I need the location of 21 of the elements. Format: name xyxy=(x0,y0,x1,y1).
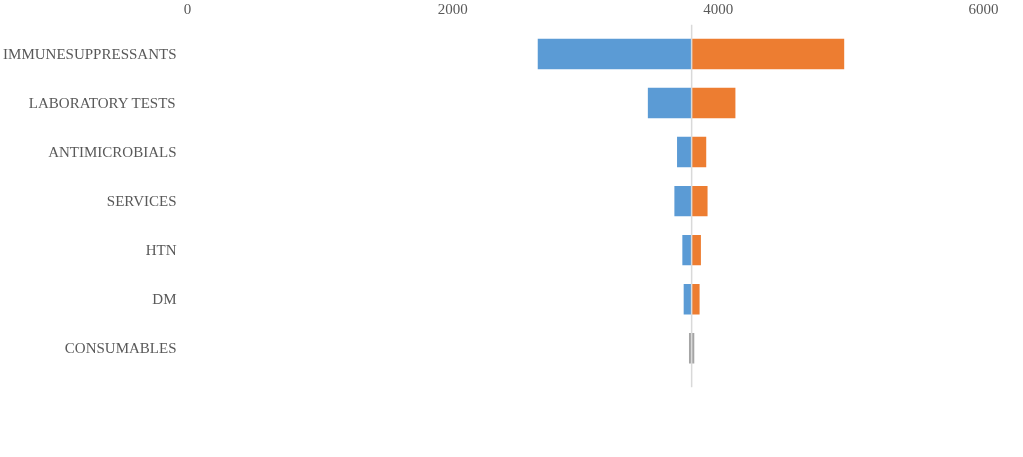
x-tick-label: 4000 xyxy=(703,0,734,17)
bar xyxy=(691,234,701,266)
bar xyxy=(537,38,692,70)
y-tick-label: SERVICES xyxy=(106,193,177,210)
bar xyxy=(691,38,845,70)
bar xyxy=(674,185,692,217)
bar xyxy=(677,136,692,168)
bar xyxy=(647,87,692,119)
x-tick-label: 2000 xyxy=(437,0,468,17)
x-tick-label: 0 xyxy=(183,0,192,17)
y-tick-label: IMMUNESUPPRESSANTS xyxy=(3,45,177,62)
y-tick-label: ANTIMICROBIALS xyxy=(48,144,177,161)
x-tick-label: 6000 xyxy=(968,0,999,17)
bar xyxy=(691,136,707,168)
bar xyxy=(691,87,736,119)
y-tick-label: DM xyxy=(152,291,177,308)
bar xyxy=(691,284,700,315)
bar xyxy=(691,185,708,217)
y-tick-label: CONSUMABLES xyxy=(64,340,177,357)
y-tick-label: LABORATORY TESTS xyxy=(28,94,176,111)
y-tick-label: HTN xyxy=(145,242,177,259)
